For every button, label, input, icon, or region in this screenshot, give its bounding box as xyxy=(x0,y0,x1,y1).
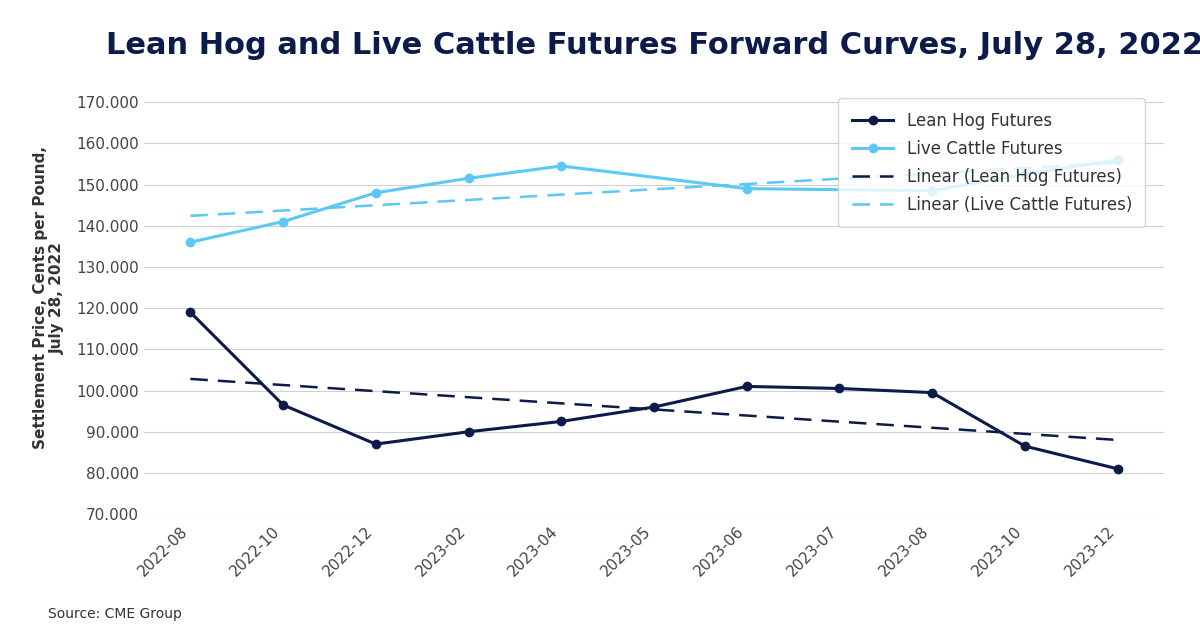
Line: Live Cattle Futures: Live Cattle Futures xyxy=(186,155,1122,246)
Linear (Lean Hog Futures) xyxy=(1110,436,1124,444)
Live Cattle Futures xyxy=(554,162,569,170)
Linear (Live Cattle Futures) xyxy=(554,191,569,198)
Linear (Live Cattle Futures) xyxy=(647,186,661,193)
Linear (Live Cattle Futures) xyxy=(925,169,940,177)
Linear (Lean Hog Futures) xyxy=(647,406,661,413)
Lean Hog Futures xyxy=(276,401,290,409)
Lean Hog Futures xyxy=(554,418,569,425)
Lean Hog Futures xyxy=(461,428,475,436)
Lean Hog Futures xyxy=(739,382,754,390)
Legend: Lean Hog Futures, Live Cattle Futures, Linear (Lean Hog Futures), Linear (Live C: Lean Hog Futures, Live Cattle Futures, L… xyxy=(839,98,1146,227)
Linear (Live Cattle Futures) xyxy=(739,180,754,187)
Linear (Lean Hog Futures) xyxy=(739,412,754,419)
Linear (Live Cattle Futures) xyxy=(1110,159,1124,167)
Live Cattle Futures xyxy=(276,218,290,225)
Lean Hog Futures xyxy=(1110,465,1124,473)
Line: Linear (Live Cattle Futures): Linear (Live Cattle Futures) xyxy=(191,163,1117,216)
Line: Linear (Lean Hog Futures): Linear (Lean Hog Futures) xyxy=(191,379,1117,440)
Live Cattle Futures xyxy=(1018,171,1032,178)
Linear (Lean Hog Futures) xyxy=(1018,430,1032,438)
Linear (Lean Hog Futures) xyxy=(184,375,198,382)
Lean Hog Futures xyxy=(833,385,847,393)
Linear (Lean Hog Futures) xyxy=(925,424,940,431)
Lean Hog Futures xyxy=(368,440,383,448)
Live Cattle Futures xyxy=(1110,156,1124,164)
Linear (Lean Hog Futures) xyxy=(833,418,847,426)
Title: Lean Hog and Live Cattle Futures Forward Curves, July 28, 2022: Lean Hog and Live Cattle Futures Forward… xyxy=(106,31,1200,60)
Text: Source: CME Group: Source: CME Group xyxy=(48,607,182,621)
Line: Lean Hog Futures: Lean Hog Futures xyxy=(186,308,1122,473)
Lean Hog Futures xyxy=(1018,443,1032,450)
Linear (Live Cattle Futures) xyxy=(833,175,847,182)
Linear (Live Cattle Futures) xyxy=(1018,164,1032,172)
Live Cattle Futures xyxy=(739,185,754,192)
Live Cattle Futures xyxy=(184,238,198,246)
Linear (Lean Hog Futures) xyxy=(554,399,569,407)
Live Cattle Futures xyxy=(461,174,475,182)
Live Cattle Futures xyxy=(925,187,940,194)
Lean Hog Futures xyxy=(925,389,940,396)
Linear (Lean Hog Futures) xyxy=(368,387,383,395)
Lean Hog Futures xyxy=(647,403,661,411)
Linear (Lean Hog Futures) xyxy=(461,394,475,401)
Y-axis label: Settlement Price, Cents per Pound,
July 28, 2022: Settlement Price, Cents per Pound, July … xyxy=(32,146,65,450)
Linear (Live Cattle Futures) xyxy=(368,201,383,209)
Linear (Live Cattle Futures) xyxy=(461,196,475,204)
Linear (Live Cattle Futures) xyxy=(276,207,290,214)
Linear (Lean Hog Futures) xyxy=(276,381,290,389)
Live Cattle Futures xyxy=(368,189,383,196)
Linear (Live Cattle Futures) xyxy=(184,212,198,219)
Lean Hog Futures xyxy=(184,308,198,316)
